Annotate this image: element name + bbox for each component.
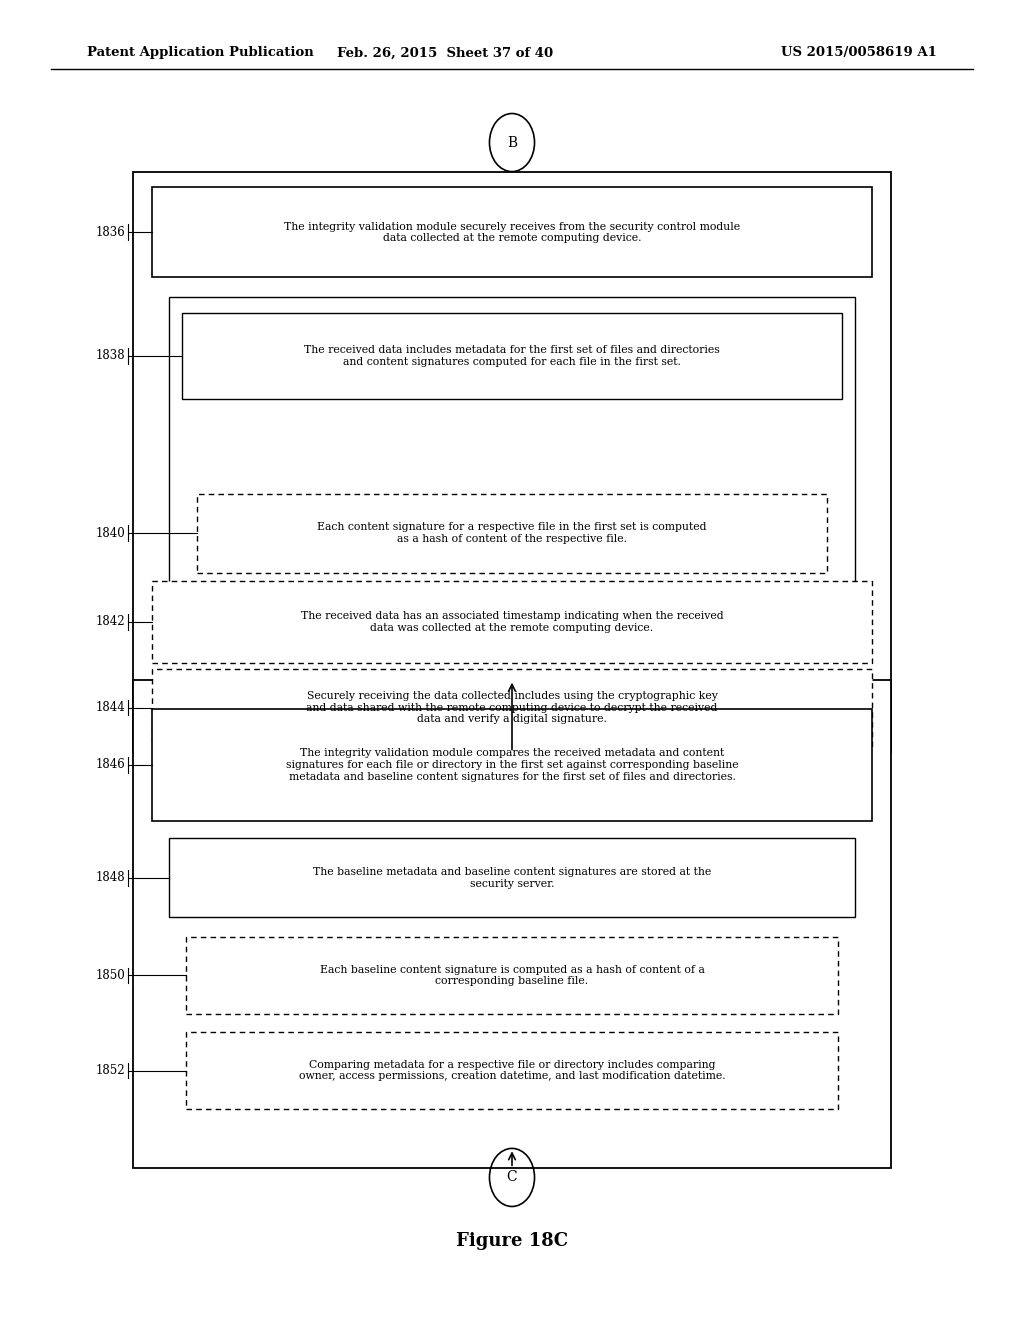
Text: 1844: 1844 — [95, 701, 125, 714]
Bar — [197, 494, 827, 573]
Text: The received data includes metadata for the first set of files and directories
a: The received data includes metadata for … — [304, 345, 720, 367]
Text: The baseline metadata and baseline content signatures are stored at the
security: The baseline metadata and baseline conte… — [313, 867, 711, 888]
Bar — [152, 709, 872, 821]
Text: Securely receiving the data collected includes using the cryptographic key
and d: Securely receiving the data collected in… — [306, 690, 718, 725]
Text: The integrity validation module securely receives from the security control modu: The integrity validation module securely… — [284, 222, 740, 243]
Text: Figure 18C: Figure 18C — [456, 1232, 568, 1250]
Text: 1850: 1850 — [95, 969, 125, 982]
Text: The received data has an associated timestamp indicating when the received
data : The received data has an associated time… — [301, 611, 723, 632]
Text: 1846: 1846 — [95, 759, 125, 771]
Text: B: B — [507, 136, 517, 149]
Text: 1842: 1842 — [95, 615, 125, 628]
Text: 1852: 1852 — [95, 1064, 125, 1077]
Text: US 2015/0058619 A1: US 2015/0058619 A1 — [781, 46, 937, 59]
Bar — [182, 313, 842, 399]
Bar — [186, 1032, 838, 1109]
Bar — [169, 297, 855, 585]
Bar — [152, 187, 872, 277]
Text: The integrity validation module compares the received metadata and content
signa: The integrity validation module compares… — [286, 748, 738, 781]
Text: 1836: 1836 — [95, 226, 125, 239]
Bar — [133, 680, 891, 1168]
Text: 1848: 1848 — [95, 871, 125, 884]
Bar — [152, 581, 872, 663]
Text: Comparing metadata for a respective file or directory includes comparing
owner, : Comparing metadata for a respective file… — [299, 1060, 725, 1081]
Text: Each content signature for a respective file in the first set is computed
as a h: Each content signature for a respective … — [317, 523, 707, 544]
Bar — [152, 669, 872, 746]
Text: Feb. 26, 2015  Sheet 37 of 40: Feb. 26, 2015 Sheet 37 of 40 — [337, 46, 554, 59]
Text: 1840: 1840 — [95, 527, 125, 540]
Text: Patent Application Publication: Patent Application Publication — [87, 46, 313, 59]
Text: Each baseline content signature is computed as a hash of content of a
correspond: Each baseline content signature is compu… — [319, 965, 705, 986]
Text: 1838: 1838 — [95, 350, 125, 362]
Bar — [186, 937, 838, 1014]
Bar — [169, 838, 855, 917]
Bar — [133, 172, 891, 752]
Text: C: C — [507, 1171, 517, 1184]
